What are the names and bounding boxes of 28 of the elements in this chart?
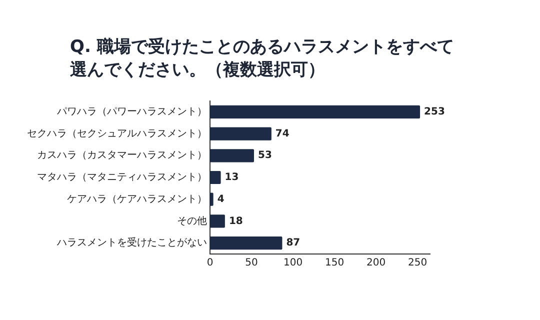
data-label: 87	[286, 238, 300, 249]
data-label: 253	[424, 106, 445, 118]
chart-title: Q. 職場で受けたことのあるハラスメントをすべて選んでください。（複数選択可）	[70, 36, 455, 82]
y-tick-label: マタハラ（マタニティハラスメント）	[37, 172, 207, 184]
bar	[210, 192, 214, 206]
bar	[210, 214, 225, 228]
y-tick-label: セクハラ（セクシュアルハラスメント）	[27, 128, 207, 140]
x-tick-label: 100	[283, 258, 303, 269]
x-tick-label: 150	[324, 258, 344, 269]
data-label: 53	[258, 150, 272, 162]
bar	[210, 170, 221, 184]
bar	[210, 149, 254, 162]
data-label: 74	[275, 128, 290, 140]
x-tick-label: 50	[245, 258, 258, 269]
data-label: 18	[228, 216, 243, 227]
y-tick-label: その他	[177, 214, 207, 227]
x-tick-label: 200	[366, 258, 386, 269]
bar	[210, 105, 420, 118]
bar	[210, 236, 282, 250]
y-tick-label: パワハラ（パワーハラスメント）	[56, 106, 207, 118]
y-tick-label: カスハラ（カスタマーハラスメント）	[37, 150, 207, 162]
y-tick-label: ハラスメントを受けたことがない	[56, 236, 207, 249]
x-tick-label: 250	[408, 258, 428, 269]
bar	[210, 127, 272, 140]
y-tick-label: ケアハラ（ケアハラスメント）	[67, 194, 207, 205]
data-label: 13	[224, 172, 239, 184]
x-tick-label: 0	[206, 258, 214, 269]
data-label: 4	[217, 194, 224, 205]
